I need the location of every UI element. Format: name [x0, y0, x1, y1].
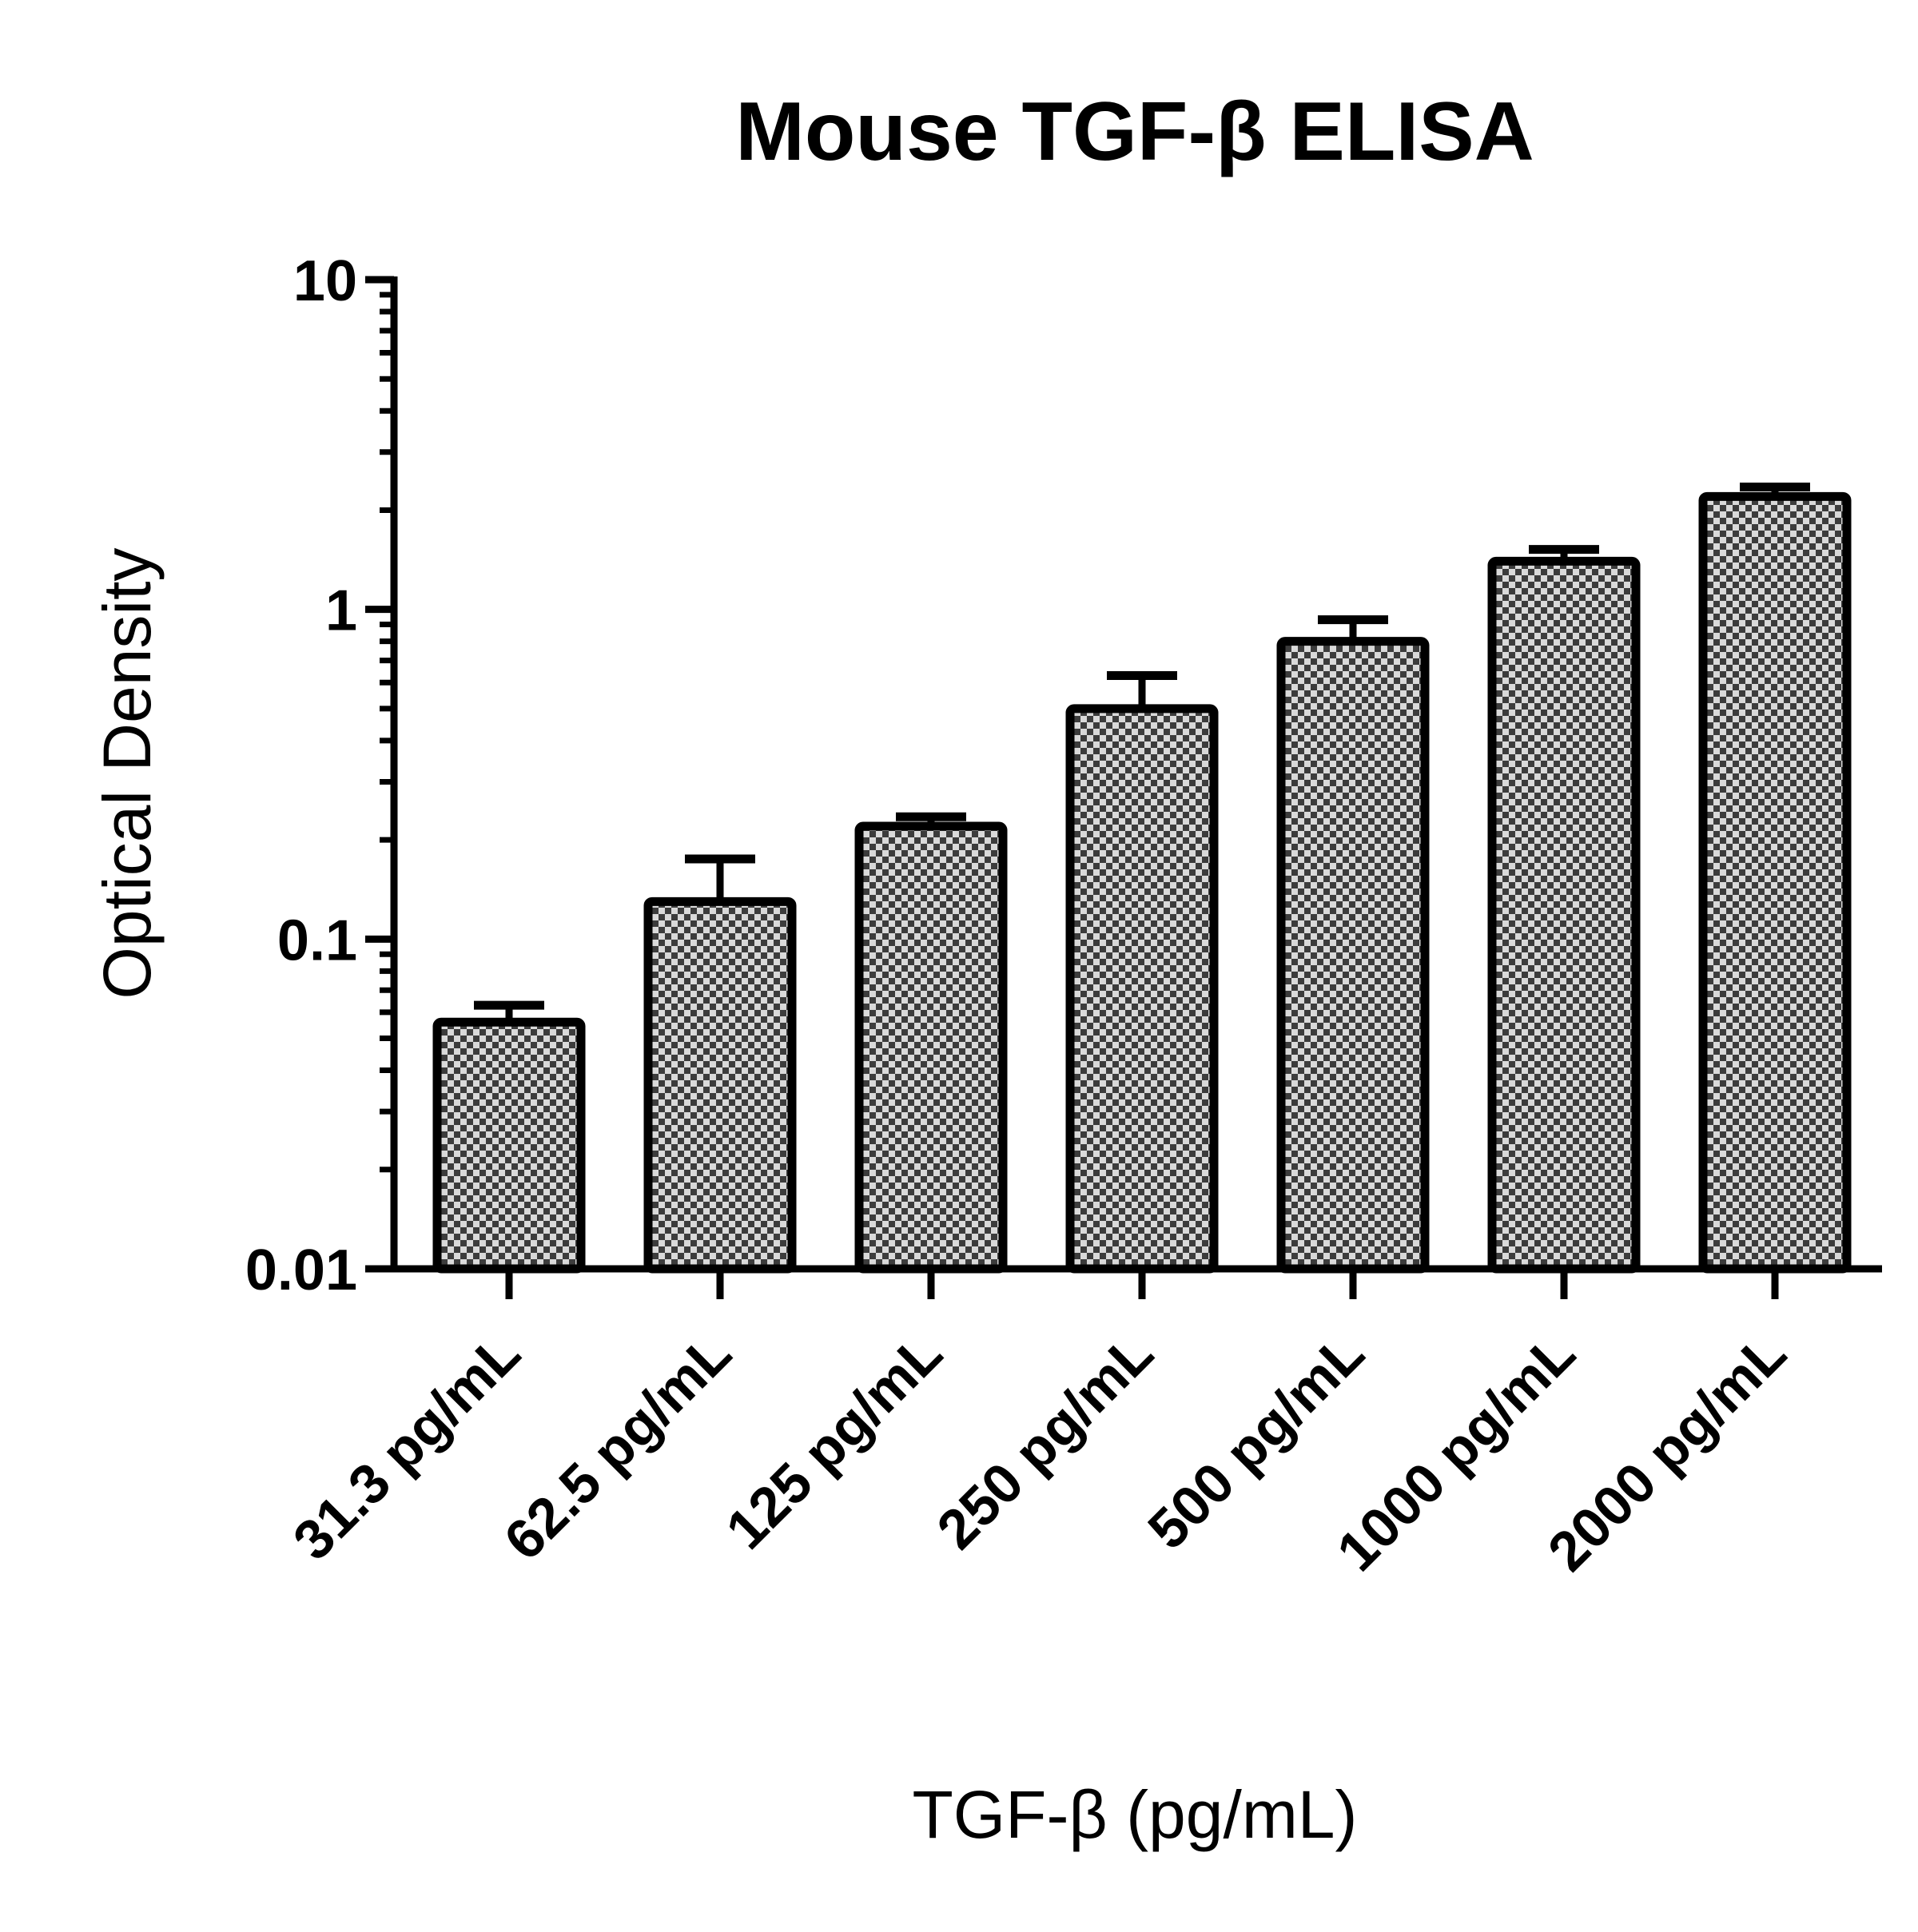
x-tick-label: 31.3 pg/mL — [281, 1321, 532, 1572]
bar — [1487, 556, 1641, 1274]
y-axis: 0.01 0.1 1 10 — [245, 249, 398, 1302]
bar — [432, 1017, 586, 1274]
x-tick-label: 62.5 pg/mL — [492, 1321, 743, 1572]
bar — [854, 821, 1008, 1274]
y-tick-label: 0.01 — [245, 1238, 357, 1302]
bar — [1698, 491, 1852, 1274]
x-tick-label: 250 pg/mL — [925, 1321, 1165, 1560]
y-tick-label: 1 — [325, 579, 357, 643]
y-tick-label: 0.1 — [277, 908, 357, 972]
x-axis-label: TGF-β (pg/mL) — [913, 1777, 1358, 1852]
x-tick-label: 125 pg/mL — [714, 1321, 954, 1560]
y-axis-label: Optical Density — [90, 548, 165, 1000]
bar — [643, 896, 797, 1274]
chart-title: Mouse TGF-β ELISA — [735, 85, 1534, 178]
bar — [1276, 637, 1430, 1274]
y-tick-label: 10 — [293, 249, 357, 313]
bars — [432, 483, 1852, 1274]
bar — [1065, 704, 1219, 1274]
